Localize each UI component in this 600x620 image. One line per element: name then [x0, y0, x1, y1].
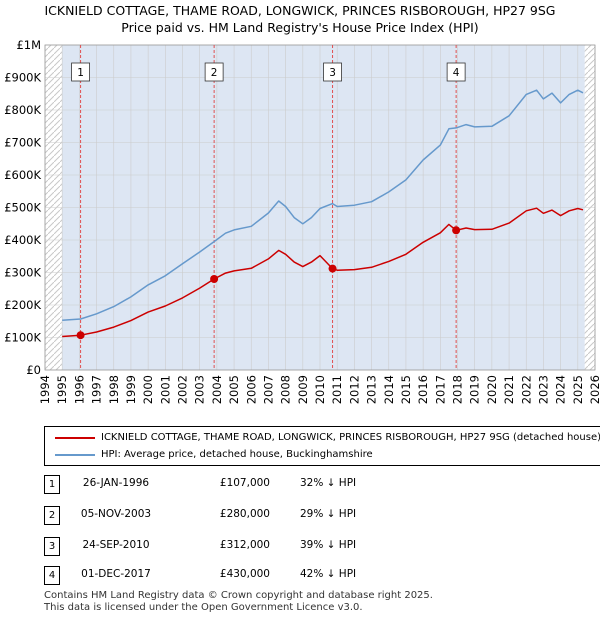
- chart-legend: ICKNIELD COTTAGE, THAME ROAD, LONGWICK, …: [44, 426, 600, 466]
- x-tick-label: 2020: [485, 375, 499, 404]
- x-tick-label: 2014: [382, 375, 396, 404]
- sale-date: 26-JAN-1996: [82, 477, 150, 489]
- sale-marker-box: [204, 62, 224, 82]
- x-tick-label: 2010: [313, 375, 327, 404]
- sale-marker-label: 4: [453, 67, 460, 79]
- sale-row: 4 01-DEC-2017 £430,000 42% ↓ HPI: [0, 566, 600, 586]
- sale-marker-label: 3: [329, 67, 336, 79]
- sale-hpi-diff: 39% ↓ HPI: [300, 539, 357, 551]
- x-tick-label: 2003: [193, 375, 207, 404]
- y-tick-label: £900K: [4, 71, 41, 85]
- x-tick-label: 2006: [244, 375, 258, 404]
- sale-date: 24-SEP-2010: [82, 539, 150, 551]
- sale-marker-label: 2: [211, 67, 218, 79]
- x-tick-label: 2005: [227, 375, 241, 404]
- y-tick-label: £700K: [4, 136, 41, 150]
- sale-hpi-diff: 42% ↓ HPI: [300, 568, 357, 580]
- x-tick-label: 2019: [468, 375, 482, 404]
- x-tick-label: 2002: [176, 375, 190, 404]
- sale-price: £430,000: [219, 568, 270, 580]
- legend-line-property: [55, 437, 95, 439]
- x-tick-label: 2004: [210, 375, 224, 404]
- x-tick-label: 2021: [502, 375, 516, 404]
- title-subtitle: Price paid vs. HM Land Registry's House …: [121, 20, 479, 35]
- sale-row: 2 05-NOV-2003 £280,000 29% ↓ HPI: [0, 506, 600, 526]
- hpi-line: [62, 89, 584, 322]
- footer-attribution: Contains HM Land Registry data © Crown c…: [44, 590, 433, 614]
- y-tick-label: £100K: [4, 331, 41, 345]
- x-tick-label: 1994: [38, 375, 52, 404]
- x-tick-label: 2017: [433, 375, 447, 404]
- x-tick-label: 1998: [107, 375, 121, 404]
- sale-point: [452, 226, 461, 235]
- footer-copyright: Contains HM Land Registry data © Crown c…: [44, 590, 433, 601]
- y-tick-label: £400K: [4, 233, 41, 247]
- x-tick-label: 1999: [124, 375, 138, 404]
- x-tick-label: 1996: [72, 375, 86, 404]
- price-chart: £0 £100K £200K £300K £400K £500K £600K £700K £80…: [4, 38, 600, 404]
- x-tick-label: 2025: [571, 375, 585, 404]
- sale-date: 01-DEC-2017: [81, 568, 151, 580]
- legend-line-hpi: [55, 454, 95, 456]
- x-tick-label: 1997: [90, 375, 104, 404]
- y-tick-label: £600K: [4, 168, 41, 182]
- y-tick-label: £1M: [16, 38, 41, 52]
- y-tick-label: £800K: [4, 103, 41, 117]
- y-tick-label: £500K: [4, 201, 41, 215]
- sale-number-badge: 3: [44, 537, 60, 556]
- x-tick-label: 2000: [141, 375, 155, 404]
- x-tick-label: 2024: [554, 375, 568, 404]
- title-address: ICKNIELD COTTAGE, THAME ROAD, LONGWICK, …: [44, 3, 556, 18]
- sale-price: £107,000: [219, 477, 270, 489]
- y-tick-label: £300K: [4, 266, 41, 280]
- sale-row: 3 24-SEP-2010 £312,000 39% ↓ HPI: [0, 537, 600, 557]
- x-tick-label: 2023: [536, 375, 550, 404]
- sale-marker-box: [446, 62, 466, 82]
- x-tick-label: 2015: [399, 375, 413, 404]
- sale-marker-box: [323, 62, 342, 82]
- sale-marker-label: 1: [77, 67, 84, 79]
- x-tick-label: 1995: [55, 375, 69, 404]
- sale-number-badge: 1: [44, 475, 60, 494]
- y-tick-label: £0: [26, 363, 41, 377]
- chart-title: ICKNIELD COTTAGE, THAME ROAD, LONGWICK, …: [0, 2, 600, 36]
- x-tick-label: 2016: [416, 375, 430, 404]
- sale-price: £312,000: [219, 539, 270, 551]
- sale-row: 1 26-JAN-1996 £107,000 32% ↓ HPI: [0, 475, 600, 495]
- sale-point: [76, 331, 85, 340]
- sale-number-badge: 2: [44, 506, 60, 525]
- sale-point: [210, 275, 219, 283]
- plot-border: [44, 44, 596, 371]
- legend-item-hpi: HPI: Average price, detached house, Buck…: [45, 447, 600, 463]
- x-tick-label: 2001: [158, 375, 172, 404]
- sale-marker-box: [71, 62, 90, 82]
- x-tick-label: 2022: [519, 375, 533, 404]
- x-tick-label: 2013: [365, 375, 379, 404]
- sale-hpi-diff: 32% ↓ HPI: [300, 477, 357, 489]
- legend-label-hpi: HPI: Average price, detached house, Buck…: [101, 449, 373, 460]
- x-tick-label: 2007: [261, 375, 275, 404]
- sale-date: 05-NOV-2003: [80, 508, 152, 520]
- x-tick-label: 2008: [279, 375, 293, 404]
- x-tick-label: 2026: [588, 375, 600, 404]
- x-tick-label: 2009: [296, 375, 310, 404]
- y-tick-label: £200K: [4, 298, 41, 312]
- footer-licence: This data is licensed under the Open Gov…: [44, 602, 363, 613]
- sale-hpi-diff: 29% ↓ HPI: [300, 508, 357, 520]
- x-tick-label: 2018: [451, 375, 465, 404]
- legend-label-property: ICKNIELD COTTAGE, THAME ROAD, LONGWICK, …: [101, 432, 600, 443]
- sale-price: £280,000: [219, 508, 270, 520]
- legend-item-property: ICKNIELD COTTAGE, THAME ROAD, LONGWICK, …: [45, 430, 600, 446]
- x-tick-label: 2012: [347, 375, 361, 404]
- sale-point: [328, 264, 337, 273]
- x-tick-label: 2011: [330, 375, 344, 404]
- sale-number-badge: 4: [44, 566, 60, 585]
